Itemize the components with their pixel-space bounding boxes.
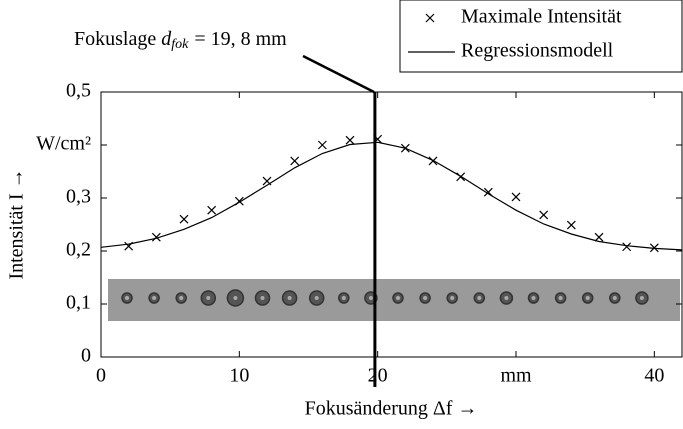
spot-center [396, 296, 400, 300]
focus-subscript: fok [171, 37, 189, 52]
focus-symbol: d [161, 28, 172, 50]
spot-center [423, 296, 428, 300]
y-tick-label: W/cm² [36, 133, 91, 155]
spot-center [450, 296, 455, 300]
x-tick-label: 20 [368, 365, 388, 387]
y-tick-label: 0,1 [66, 292, 91, 314]
spot-image-strip [108, 279, 680, 321]
y-tick-label: 0,2 [66, 239, 91, 261]
legend-label: Maximale Intensität [461, 6, 622, 28]
y-axis-label: Intensität I → [6, 168, 28, 279]
spot-center [260, 296, 265, 300]
marker [566, 220, 576, 230]
marker [151, 232, 161, 242]
spot-center [341, 296, 346, 300]
focus-value: = 19, 8 mm [194, 28, 287, 50]
spot-center [639, 296, 644, 300]
marker [290, 156, 300, 166]
focus-label: Fokuslage [74, 28, 156, 50]
spot-center [125, 296, 129, 300]
marker [511, 192, 521, 202]
spot-center [233, 296, 238, 300]
spot-center [206, 296, 211, 300]
focus-leader [302, 54, 375, 94]
spot-center [152, 296, 157, 300]
marker [179, 214, 189, 224]
spot-center [314, 296, 319, 300]
x-tick-label: 0 [96, 365, 106, 387]
y-tick-label: 0,5 [66, 80, 91, 102]
marker [345, 135, 355, 145]
spot-center [612, 296, 617, 300]
regression-line [100, 141, 683, 251]
spot-center [585, 296, 590, 300]
spot-center [558, 296, 563, 300]
spot-center [477, 296, 482, 300]
legend-marker [425, 13, 435, 23]
x-tick-label: 40 [644, 365, 664, 387]
marker [594, 232, 604, 242]
marker [317, 140, 327, 150]
spot-center [287, 296, 292, 300]
x-tick-label: 10 [229, 365, 249, 387]
spot-center [368, 296, 373, 300]
marker [622, 242, 632, 252]
y-tick-label: 0 [81, 345, 91, 367]
x-axis-label: Fokusänderung Δf → [305, 398, 478, 420]
y-tick-label: 0,3 [66, 186, 91, 208]
plot-frame [100, 91, 683, 358]
spot-center [179, 296, 184, 300]
marker [207, 205, 217, 215]
marker [539, 210, 549, 220]
legend-label: Regressionsmodell [461, 40, 614, 62]
focus-annotation: Fokuslage dfok = 19, 8 mm [74, 28, 287, 53]
x-tick-label: mm [500, 365, 532, 387]
legend [399, 0, 683, 73]
spot-center [504, 296, 509, 300]
spot-center [531, 296, 536, 300]
